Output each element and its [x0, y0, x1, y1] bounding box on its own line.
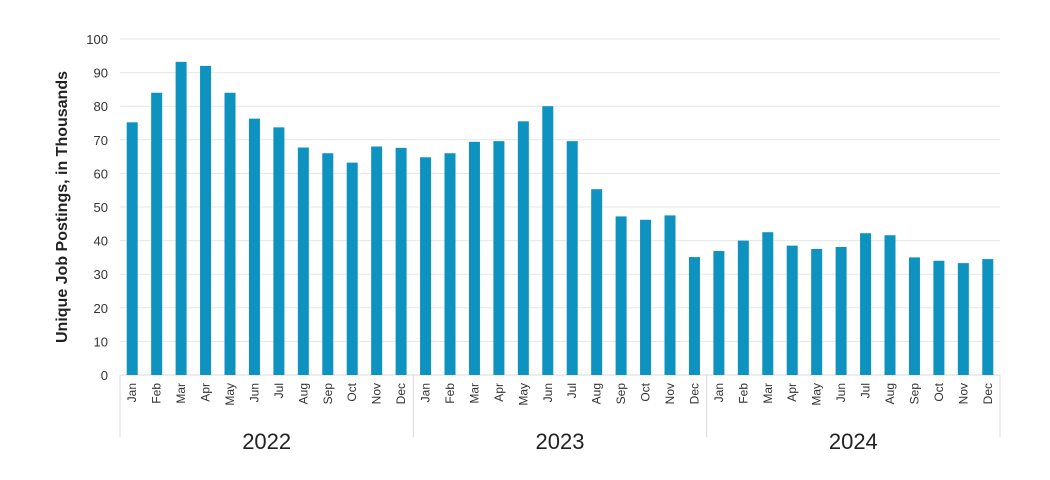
- bars: [126, 61, 994, 376]
- bar-2022-sep: [322, 153, 334, 375]
- month-label: Jan: [125, 383, 139, 402]
- month-labels: Jan Feb Mar Apr May Jun Jul Aug Sep Oct Nov Dec Jan F…: [125, 382, 995, 405]
- month-label: May: [516, 383, 530, 406]
- month-label: Oct: [639, 382, 653, 401]
- year-labels: 2022 2023 2024: [242, 429, 878, 454]
- month-label: Apr: [199, 383, 213, 402]
- month-label: Feb: [150, 383, 164, 404]
- bar-2023-aug: [591, 189, 603, 375]
- year-label-2023: 2023: [536, 429, 585, 454]
- month-label: Jan: [419, 383, 433, 402]
- month-label: Nov: [956, 383, 970, 404]
- bar-2022-apr: [200, 65, 212, 375]
- bar-2022-nov: [371, 146, 383, 375]
- bar-2022-feb: [151, 92, 163, 375]
- month-label: Dec: [394, 383, 408, 404]
- month-label: Jul: [859, 383, 873, 398]
- bar-2022-dec: [395, 147, 407, 375]
- y-tick-label: 10: [94, 334, 108, 349]
- bar-2022-oct: [346, 162, 358, 375]
- gridlines: [120, 38, 1000, 376]
- bar-2022-jul: [273, 127, 285, 375]
- bar-2023-jun: [542, 106, 554, 375]
- bar-2022-may: [224, 92, 236, 375]
- month-label: Feb: [736, 383, 750, 404]
- year-group-frames: [119, 375, 1001, 437]
- month-label: Feb: [443, 383, 457, 404]
- y-tick-label: 80: [94, 99, 108, 114]
- year-label-2024: 2024: [829, 429, 878, 454]
- y-tick-label: 0: [101, 368, 108, 383]
- y-tick-label: 50: [94, 200, 108, 215]
- y-axis-title: Unique Job Postings, in Thousands: [54, 71, 71, 343]
- bar-2023-mar: [468, 141, 480, 375]
- bar-2024-jun: [835, 246, 847, 375]
- y-tick-label: 70: [94, 133, 108, 148]
- month-label: Sep: [321, 383, 335, 405]
- bar-2023-oct: [640, 219, 652, 375]
- month-label: Apr: [785, 383, 799, 402]
- bar-2023-may: [517, 121, 529, 375]
- bar-2023-apr: [493, 141, 505, 375]
- month-label: Aug: [296, 383, 310, 404]
- bar-2024-jan: [713, 251, 725, 375]
- month-label: Nov: [370, 383, 384, 404]
- bar-2024-mar: [762, 232, 774, 375]
- bar-2024-jul: [860, 233, 872, 375]
- bar-2023-dec: [688, 257, 700, 375]
- month-label: Mar: [174, 383, 188, 404]
- bar-2024-oct: [933, 260, 945, 375]
- month-label: Aug: [590, 383, 604, 404]
- bar-2022-jan: [126, 122, 138, 375]
- month-label: Oct: [345, 382, 359, 401]
- month-label: Jul: [272, 383, 286, 398]
- bar-2023-feb: [444, 153, 456, 375]
- year-label-2022: 2022: [242, 429, 291, 454]
- bar-2024-aug: [884, 235, 896, 375]
- month-label: Jul: [565, 383, 579, 398]
- bar-2024-nov: [957, 263, 969, 375]
- bar-2024-feb: [737, 240, 749, 375]
- month-label: Sep: [907, 383, 921, 405]
- y-tick-label: 90: [94, 66, 108, 81]
- bar-2024-sep: [908, 257, 920, 375]
- month-label: Aug: [883, 383, 897, 404]
- bar-2023-jan: [420, 157, 432, 375]
- month-label: Dec: [687, 383, 701, 404]
- month-label: Apr: [492, 383, 506, 402]
- bar-2023-jul: [566, 141, 578, 375]
- month-label: Jan: [712, 383, 726, 402]
- month-label: Dec: [981, 383, 995, 404]
- month-label: Jun: [541, 383, 555, 402]
- y-tick-label: 40: [94, 234, 108, 249]
- y-tick-label: 30: [94, 267, 108, 282]
- y-tick-label: 60: [94, 166, 108, 181]
- bar-2022-mar: [175, 61, 187, 376]
- month-label: Mar: [467, 383, 481, 404]
- month-label: Sep: [614, 383, 628, 405]
- bar-2022-jun: [248, 118, 260, 375]
- month-label: Mar: [761, 383, 775, 404]
- y-tick-labels: 0 10 20 30 40 50 60 70 80 90 100: [86, 32, 108, 383]
- bar-2022-aug: [297, 147, 309, 375]
- y-tick-label: 100: [86, 32, 108, 47]
- month-label: Jun: [834, 383, 848, 402]
- bar-2023-nov: [664, 215, 676, 375]
- y-tick-label: 20: [94, 301, 108, 316]
- month-label: May: [810, 383, 824, 406]
- month-label: Oct: [932, 382, 946, 401]
- bar-2024-dec: [982, 259, 994, 375]
- bar-2024-may: [811, 249, 823, 375]
- month-label: Jun: [247, 383, 261, 402]
- bar-2023-sep: [615, 216, 627, 375]
- month-label: May: [223, 383, 237, 406]
- bar-2024-apr: [786, 245, 798, 375]
- month-label: Nov: [663, 383, 677, 404]
